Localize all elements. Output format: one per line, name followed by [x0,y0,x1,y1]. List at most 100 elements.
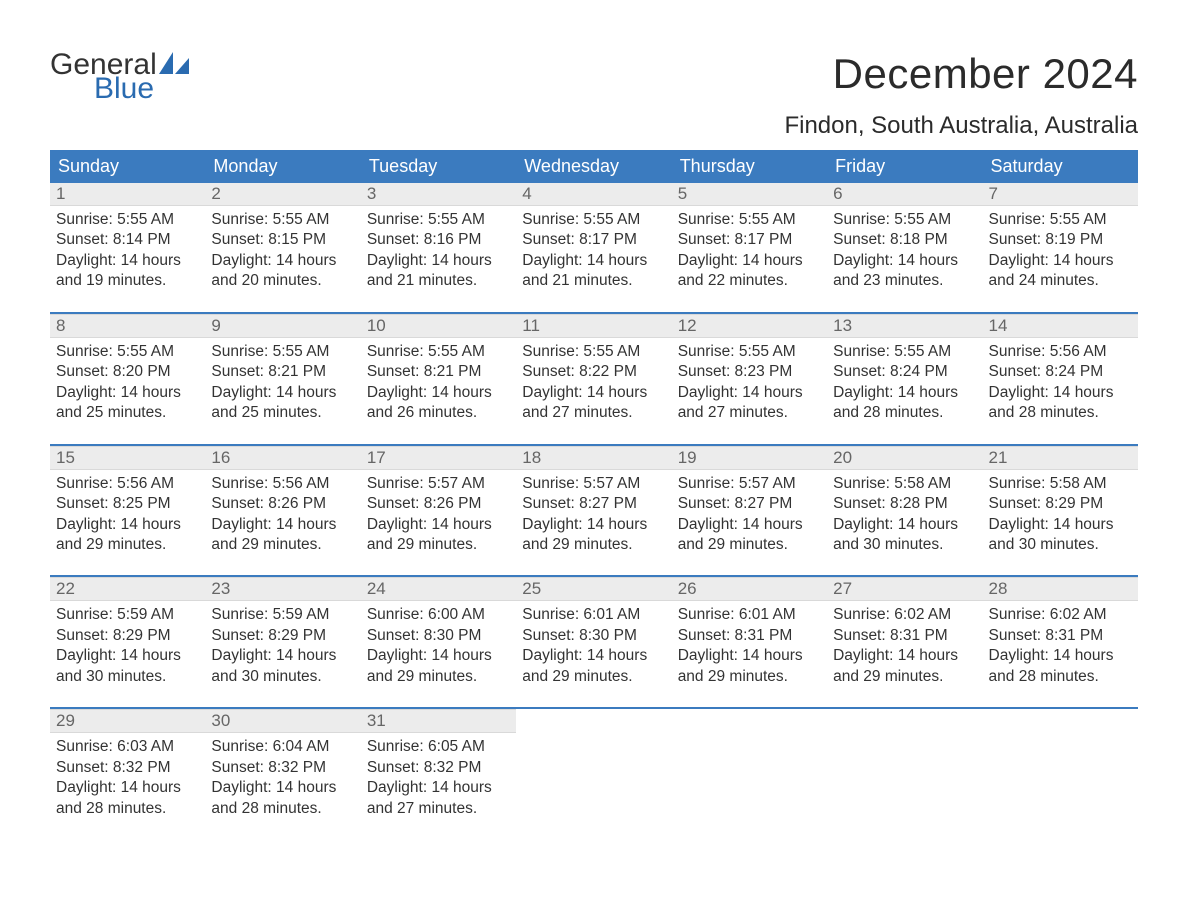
calendar-day: 20Sunrise: 5:58 AMSunset: 8:28 PMDayligh… [827,446,982,562]
daylight-line-2: and 29 minutes. [367,535,512,555]
sunset-text: Sunset: 8:31 PM [833,626,978,646]
calendar-day: 3Sunrise: 5:55 AMSunset: 8:16 PMDaylight… [361,183,516,298]
daylight-line-1: Daylight: 14 hours [833,646,978,666]
sunset-text: Sunset: 8:32 PM [367,758,512,778]
daylight-line-1: Daylight: 14 hours [56,778,201,798]
daylight-line-2: and 29 minutes. [678,667,823,687]
day-details: Sunrise: 6:05 AMSunset: 8:32 PMDaylight:… [361,733,516,819]
day-details: Sunrise: 5:55 AMSunset: 8:23 PMDaylight:… [672,338,827,424]
day-number: 25 [516,577,671,601]
daylight-line-2: and 28 minutes. [833,403,978,423]
sunset-text: Sunset: 8:14 PM [56,230,201,250]
sunrise-text: Sunrise: 5:55 AM [56,210,201,230]
sunset-text: Sunset: 8:17 PM [522,230,667,250]
daylight-line-2: and 19 minutes. [56,271,201,291]
daylight-line-1: Daylight: 14 hours [56,383,201,403]
sunset-text: Sunset: 8:29 PM [211,626,356,646]
daylight-line-1: Daylight: 14 hours [522,383,667,403]
day-number: 27 [827,577,982,601]
dow-wednesday: Wednesday [516,150,671,183]
title-block: December 2024 Findon, South Australia, A… [784,50,1138,140]
calendar-day: 10Sunrise: 5:55 AMSunset: 8:21 PMDayligh… [361,314,516,430]
day-number: 5 [672,183,827,206]
sunset-text: Sunset: 8:30 PM [367,626,512,646]
sunrise-text: Sunrise: 6:04 AM [211,737,356,757]
dow-friday: Friday [827,150,982,183]
calendar-week: 29Sunrise: 6:03 AMSunset: 8:32 PMDayligh… [50,707,1138,825]
calendar-day [516,709,671,825]
brand-word-2: Blue [94,74,191,104]
day-details: Sunrise: 5:55 AMSunset: 8:20 PMDaylight:… [50,338,205,424]
daylight-line-1: Daylight: 14 hours [989,515,1134,535]
day-details: Sunrise: 5:58 AMSunset: 8:28 PMDaylight:… [827,470,982,556]
calendar-day: 22Sunrise: 5:59 AMSunset: 8:29 PMDayligh… [50,577,205,693]
day-details: Sunrise: 5:57 AMSunset: 8:27 PMDaylight:… [516,470,671,556]
calendar-week: 22Sunrise: 5:59 AMSunset: 8:29 PMDayligh… [50,575,1138,693]
daylight-line-2: and 20 minutes. [211,271,356,291]
sunrise-text: Sunrise: 5:57 AM [367,474,512,494]
sunset-text: Sunset: 8:28 PM [833,494,978,514]
daylight-line-2: and 27 minutes. [522,403,667,423]
daylight-line-1: Daylight: 14 hours [522,251,667,271]
day-number: 2 [205,183,360,206]
sunset-text: Sunset: 8:25 PM [56,494,201,514]
day-details: Sunrise: 5:56 AMSunset: 8:24 PMDaylight:… [983,338,1138,424]
sunrise-text: Sunrise: 5:55 AM [522,210,667,230]
sunrise-text: Sunrise: 5:55 AM [989,210,1134,230]
month-title: December 2024 [784,50,1138,98]
sunrise-text: Sunrise: 5:57 AM [522,474,667,494]
daylight-line-1: Daylight: 14 hours [989,251,1134,271]
sunset-text: Sunset: 8:22 PM [522,362,667,382]
location-text: Findon, South Australia, Australia [784,112,1138,140]
sunrise-text: Sunrise: 5:57 AM [678,474,823,494]
dow-thursday: Thursday [672,150,827,183]
sunset-text: Sunset: 8:26 PM [367,494,512,514]
sunrise-text: Sunrise: 5:56 AM [989,342,1134,362]
header: General Blue December 2024 Findon, South… [50,50,1138,140]
sunrise-text: Sunrise: 6:03 AM [56,737,201,757]
daylight-line-1: Daylight: 14 hours [678,251,823,271]
day-details: Sunrise: 5:55 AMSunset: 8:21 PMDaylight:… [361,338,516,424]
day-number: 4 [516,183,671,206]
daylight-line-2: and 30 minutes. [56,667,201,687]
calendar-day: 13Sunrise: 5:55 AMSunset: 8:24 PMDayligh… [827,314,982,430]
calendar-day: 4Sunrise: 5:55 AMSunset: 8:17 PMDaylight… [516,183,671,298]
calendar-week: 1Sunrise: 5:55 AMSunset: 8:14 PMDaylight… [50,183,1138,298]
sunset-text: Sunset: 8:29 PM [56,626,201,646]
daylight-line-2: and 25 minutes. [211,403,356,423]
day-details: Sunrise: 5:55 AMSunset: 8:17 PMDaylight:… [516,206,671,292]
sunrise-text: Sunrise: 5:55 AM [833,210,978,230]
day-number: 23 [205,577,360,601]
calendar-day: 9Sunrise: 5:55 AMSunset: 8:21 PMDaylight… [205,314,360,430]
sunrise-text: Sunrise: 6:01 AM [522,605,667,625]
day-number: 20 [827,446,982,470]
day-details: Sunrise: 6:01 AMSunset: 8:30 PMDaylight:… [516,601,671,687]
calendar-day: 25Sunrise: 6:01 AMSunset: 8:30 PMDayligh… [516,577,671,693]
daylight-line-1: Daylight: 14 hours [522,515,667,535]
sunset-text: Sunset: 8:21 PM [367,362,512,382]
sunset-text: Sunset: 8:32 PM [56,758,201,778]
day-details: Sunrise: 5:55 AMSunset: 8:21 PMDaylight:… [205,338,360,424]
day-details: Sunrise: 6:04 AMSunset: 8:32 PMDaylight:… [205,733,360,819]
daylight-line-2: and 24 minutes. [989,271,1134,291]
day-number: 16 [205,446,360,470]
daylight-line-2: and 28 minutes. [989,667,1134,687]
day-number: 3 [361,183,516,206]
daylight-line-1: Daylight: 14 hours [522,646,667,666]
daylight-line-2: and 30 minutes. [989,535,1134,555]
daylight-line-2: and 27 minutes. [678,403,823,423]
sunrise-text: Sunrise: 5:56 AM [56,474,201,494]
calendar-week: 8Sunrise: 5:55 AMSunset: 8:20 PMDaylight… [50,312,1138,430]
day-details: Sunrise: 5:55 AMSunset: 8:19 PMDaylight:… [983,206,1138,292]
sunset-text: Sunset: 8:21 PM [211,362,356,382]
day-number: 28 [983,577,1138,601]
day-details: Sunrise: 6:02 AMSunset: 8:31 PMDaylight:… [827,601,982,687]
day-details: Sunrise: 5:57 AMSunset: 8:27 PMDaylight:… [672,470,827,556]
brand-logo: General Blue [50,50,191,104]
daylight-line-2: and 29 minutes. [522,535,667,555]
daylight-line-1: Daylight: 14 hours [678,383,823,403]
sunset-text: Sunset: 8:24 PM [989,362,1134,382]
sunrise-text: Sunrise: 5:55 AM [678,210,823,230]
daylight-line-2: and 29 minutes. [56,535,201,555]
day-details: Sunrise: 6:02 AMSunset: 8:31 PMDaylight:… [983,601,1138,687]
